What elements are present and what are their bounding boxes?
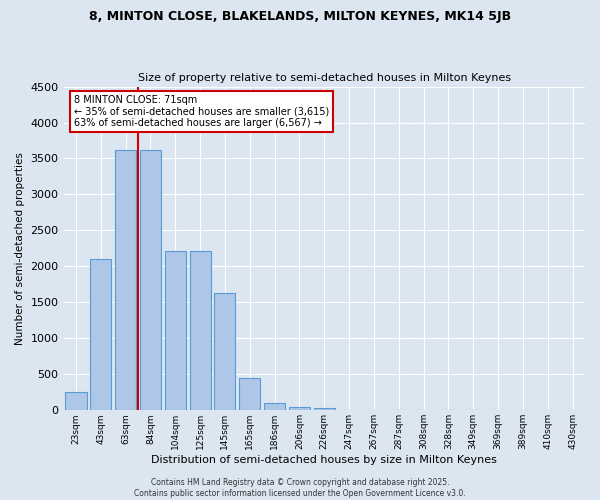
Bar bbox=[214, 293, 235, 410]
Bar bbox=[115, 150, 136, 410]
Bar bbox=[314, 408, 335, 410]
Bar bbox=[140, 150, 161, 410]
Bar bbox=[239, 378, 260, 410]
Bar bbox=[65, 392, 86, 410]
Text: 8 MINTON CLOSE: 71sqm
← 35% of semi-detached houses are smaller (3,615)
63% of s: 8 MINTON CLOSE: 71sqm ← 35% of semi-deta… bbox=[74, 94, 329, 128]
Bar bbox=[264, 403, 285, 410]
Text: 8, MINTON CLOSE, BLAKELANDS, MILTON KEYNES, MK14 5JB: 8, MINTON CLOSE, BLAKELANDS, MILTON KEYN… bbox=[89, 10, 511, 23]
X-axis label: Distribution of semi-detached houses by size in Milton Keynes: Distribution of semi-detached houses by … bbox=[151, 455, 497, 465]
Y-axis label: Number of semi-detached properties: Number of semi-detached properties bbox=[15, 152, 25, 345]
Bar bbox=[90, 259, 112, 410]
Bar bbox=[289, 406, 310, 410]
Bar bbox=[190, 250, 211, 410]
Bar bbox=[165, 250, 186, 410]
Text: Contains HM Land Registry data © Crown copyright and database right 2025.
Contai: Contains HM Land Registry data © Crown c… bbox=[134, 478, 466, 498]
Title: Size of property relative to semi-detached houses in Milton Keynes: Size of property relative to semi-detach… bbox=[138, 73, 511, 83]
